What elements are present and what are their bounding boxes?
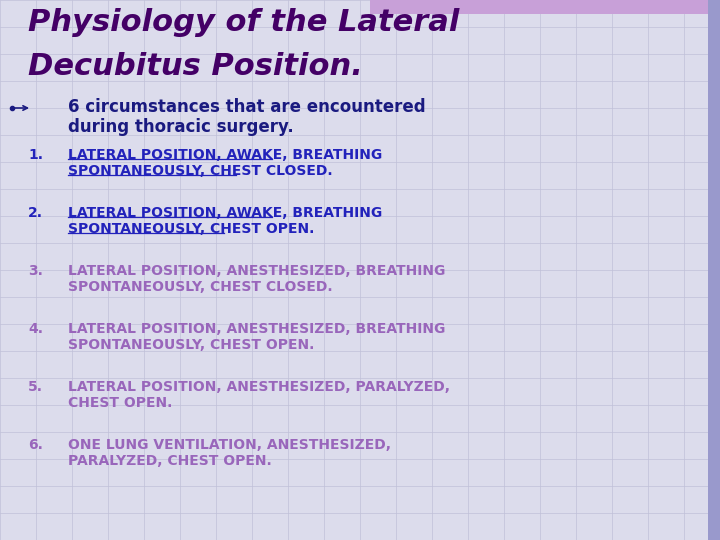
- Text: 6 circumstances that are encountered: 6 circumstances that are encountered: [68, 98, 426, 116]
- Text: 5.: 5.: [28, 380, 43, 394]
- Text: 1.: 1.: [28, 148, 43, 162]
- Text: LATERAL POSITION, AWAKE, BREATHING: LATERAL POSITION, AWAKE, BREATHING: [68, 148, 382, 162]
- Text: LATERAL POSITION, ANESTHESIZED, PARALYZED,: LATERAL POSITION, ANESTHESIZED, PARALYZE…: [68, 380, 450, 394]
- Text: SPONTANEOUSLY, CHEST OPEN.: SPONTANEOUSLY, CHEST OPEN.: [68, 338, 315, 352]
- Text: LATERAL POSITION, ANESTHESIZED, BREATHING: LATERAL POSITION, ANESTHESIZED, BREATHIN…: [68, 264, 446, 278]
- Text: SPONTANEOUSLY, CHEST CLOSED.: SPONTANEOUSLY, CHEST CLOSED.: [68, 164, 333, 178]
- Bar: [708, 0, 720, 540]
- Text: ONE LUNG VENTILATION, ANESTHESIZED,: ONE LUNG VENTILATION, ANESTHESIZED,: [68, 438, 391, 452]
- Text: LATERAL POSITION, AWAKE, BREATHING: LATERAL POSITION, AWAKE, BREATHING: [68, 206, 382, 220]
- Bar: [370, 0, 720, 14]
- Text: PARALYZED, CHEST OPEN.: PARALYZED, CHEST OPEN.: [68, 454, 271, 468]
- Text: 4.: 4.: [28, 322, 43, 336]
- Text: SPONTANEOUSLY, CHEST CLOSED.: SPONTANEOUSLY, CHEST CLOSED.: [68, 280, 333, 294]
- Text: 6.: 6.: [28, 438, 43, 452]
- Text: during thoracic surgery.: during thoracic surgery.: [68, 118, 294, 136]
- Text: SPONTANEOUSLY, CHEST OPEN.: SPONTANEOUSLY, CHEST OPEN.: [68, 222, 315, 236]
- Text: CHEST OPEN.: CHEST OPEN.: [68, 396, 172, 410]
- Text: 2.: 2.: [28, 206, 43, 220]
- Text: Physiology of the Lateral: Physiology of the Lateral: [28, 8, 459, 37]
- Text: Decubitus Position.: Decubitus Position.: [28, 52, 363, 81]
- Text: LATERAL POSITION, ANESTHESIZED, BREATHING: LATERAL POSITION, ANESTHESIZED, BREATHIN…: [68, 322, 446, 336]
- Text: 3.: 3.: [28, 264, 43, 278]
